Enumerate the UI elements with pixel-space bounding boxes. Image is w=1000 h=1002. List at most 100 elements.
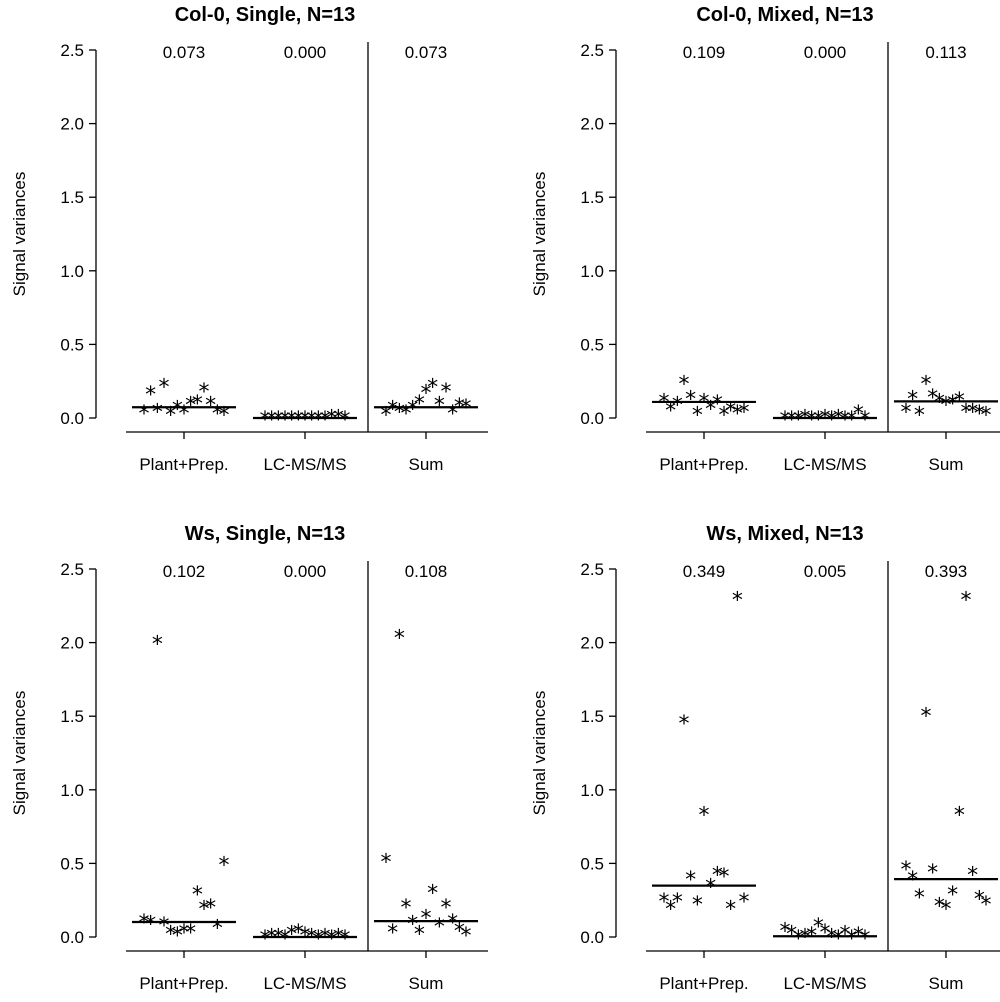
x-tick-label: Sum: [409, 974, 444, 993]
data-point: *: [139, 911, 150, 936]
x-tick-label: LC-MS/MS: [783, 974, 866, 993]
data-point: *: [981, 893, 992, 918]
data-point: *: [306, 926, 317, 951]
data-point: *: [833, 407, 844, 432]
data-point: *: [394, 627, 405, 652]
data-point: *: [914, 404, 925, 429]
data-point: *: [333, 407, 344, 432]
data-point: *: [981, 404, 992, 429]
data-point: *: [685, 387, 696, 412]
data-point: *: [454, 920, 465, 945]
data-point: *: [725, 898, 736, 923]
data-point: *: [434, 915, 445, 940]
data-point: *: [719, 865, 730, 890]
data-point: *: [165, 923, 176, 948]
data-point: *: [401, 402, 412, 427]
x-tick-label: Plant+Prep.: [659, 974, 748, 993]
data-point: *: [806, 408, 817, 433]
data-point: *: [139, 402, 150, 427]
mean-value-label: 0.073: [405, 43, 448, 62]
data-point: *: [320, 926, 331, 951]
x-tick-label: Sum: [929, 974, 964, 993]
panel-4: Ws, Mixed, N=13 Signal variances 0.0 0.5 1.0…: [530, 523, 1000, 993]
data-point: *: [967, 864, 978, 889]
x-tick-label: LC-MS/MS: [783, 455, 866, 474]
data-point: *: [212, 917, 223, 942]
data-point: *: [159, 914, 170, 939]
data-point: *: [199, 898, 210, 923]
data-point: *: [260, 408, 271, 433]
y-tick-label: 1.0: [580, 262, 604, 281]
data-point: *: [719, 404, 730, 429]
data-point: *: [860, 408, 871, 433]
data-point: *: [172, 924, 183, 949]
data-point: *: [306, 408, 317, 433]
y-axis-label: Signal variances: [10, 691, 29, 816]
y-tick-label: 0.5: [580, 854, 604, 873]
x-tick-label: Plant+Prep.: [139, 455, 228, 474]
y-tick-label: 1.0: [60, 262, 84, 281]
x-tick-label: Sum: [929, 455, 964, 474]
data-point: *: [447, 402, 458, 427]
data-point: *: [205, 393, 216, 418]
data-point: *: [793, 408, 804, 433]
data-point: *: [313, 927, 324, 952]
data-point: *: [853, 402, 864, 427]
data-point: *: [739, 890, 750, 915]
y-tick-label: 0.5: [60, 854, 84, 873]
y-tick-label: 1.5: [60, 707, 84, 726]
data-point: *: [381, 404, 392, 429]
data-point: *: [266, 408, 277, 433]
data-point: *: [712, 392, 723, 417]
y-axis-label: Signal variances: [530, 691, 549, 816]
data-point: *: [679, 373, 690, 398]
data-point: *: [705, 398, 716, 423]
data-point: *: [293, 408, 304, 433]
data-point: *: [434, 393, 445, 418]
x-tick-label: Sum: [409, 455, 444, 474]
y-tick-label: 0.0: [60, 409, 84, 428]
x-tick-label: Plant+Prep.: [659, 455, 748, 474]
data-point: *: [454, 395, 465, 420]
data-point: *: [293, 921, 304, 946]
data-point: *: [840, 408, 851, 433]
x-tick-label: LC-MS/MS: [263, 974, 346, 993]
data-point: *: [927, 861, 938, 886]
data-point: *: [185, 921, 196, 946]
data-point: *: [699, 390, 710, 415]
data-point: *: [300, 408, 311, 433]
data-point: *: [853, 924, 864, 949]
y-tick-label: 2.5: [580, 560, 604, 579]
data-point: *: [441, 380, 452, 405]
data-point: *: [793, 927, 804, 952]
data-point: *: [833, 927, 844, 952]
data-point: *: [786, 923, 797, 948]
data-point: *: [685, 868, 696, 893]
data-point: *: [901, 401, 912, 426]
data-point: *: [387, 398, 398, 423]
data-point: *: [205, 896, 216, 921]
data-point: *: [192, 883, 203, 908]
data-point: *: [273, 926, 284, 951]
data-point: *: [961, 588, 972, 613]
data-point: *: [219, 853, 230, 878]
data-point: *: [813, 408, 824, 433]
panel-title: Ws, Mixed, N=13: [706, 523, 863, 545]
data-point: *: [212, 402, 223, 427]
mean-value-label: 0.108: [405, 562, 448, 581]
data-point: *: [300, 924, 311, 949]
mean-value-label: 0.000: [804, 43, 847, 62]
data-point: *: [185, 393, 196, 418]
data-point: *: [326, 927, 337, 952]
panel-3: Ws, Single, N=13 Signal variances 0.0 0.5 1.…: [10, 523, 488, 993]
data-point: *: [947, 392, 958, 417]
data-point: *: [199, 380, 210, 405]
data-point: *: [414, 923, 425, 948]
data-point: *: [152, 401, 163, 426]
data-point: *: [219, 404, 230, 429]
y-tick-label: 1.0: [60, 781, 84, 800]
data-point: *: [665, 399, 676, 424]
data-point: *: [387, 921, 398, 946]
data-point: *: [826, 926, 837, 951]
